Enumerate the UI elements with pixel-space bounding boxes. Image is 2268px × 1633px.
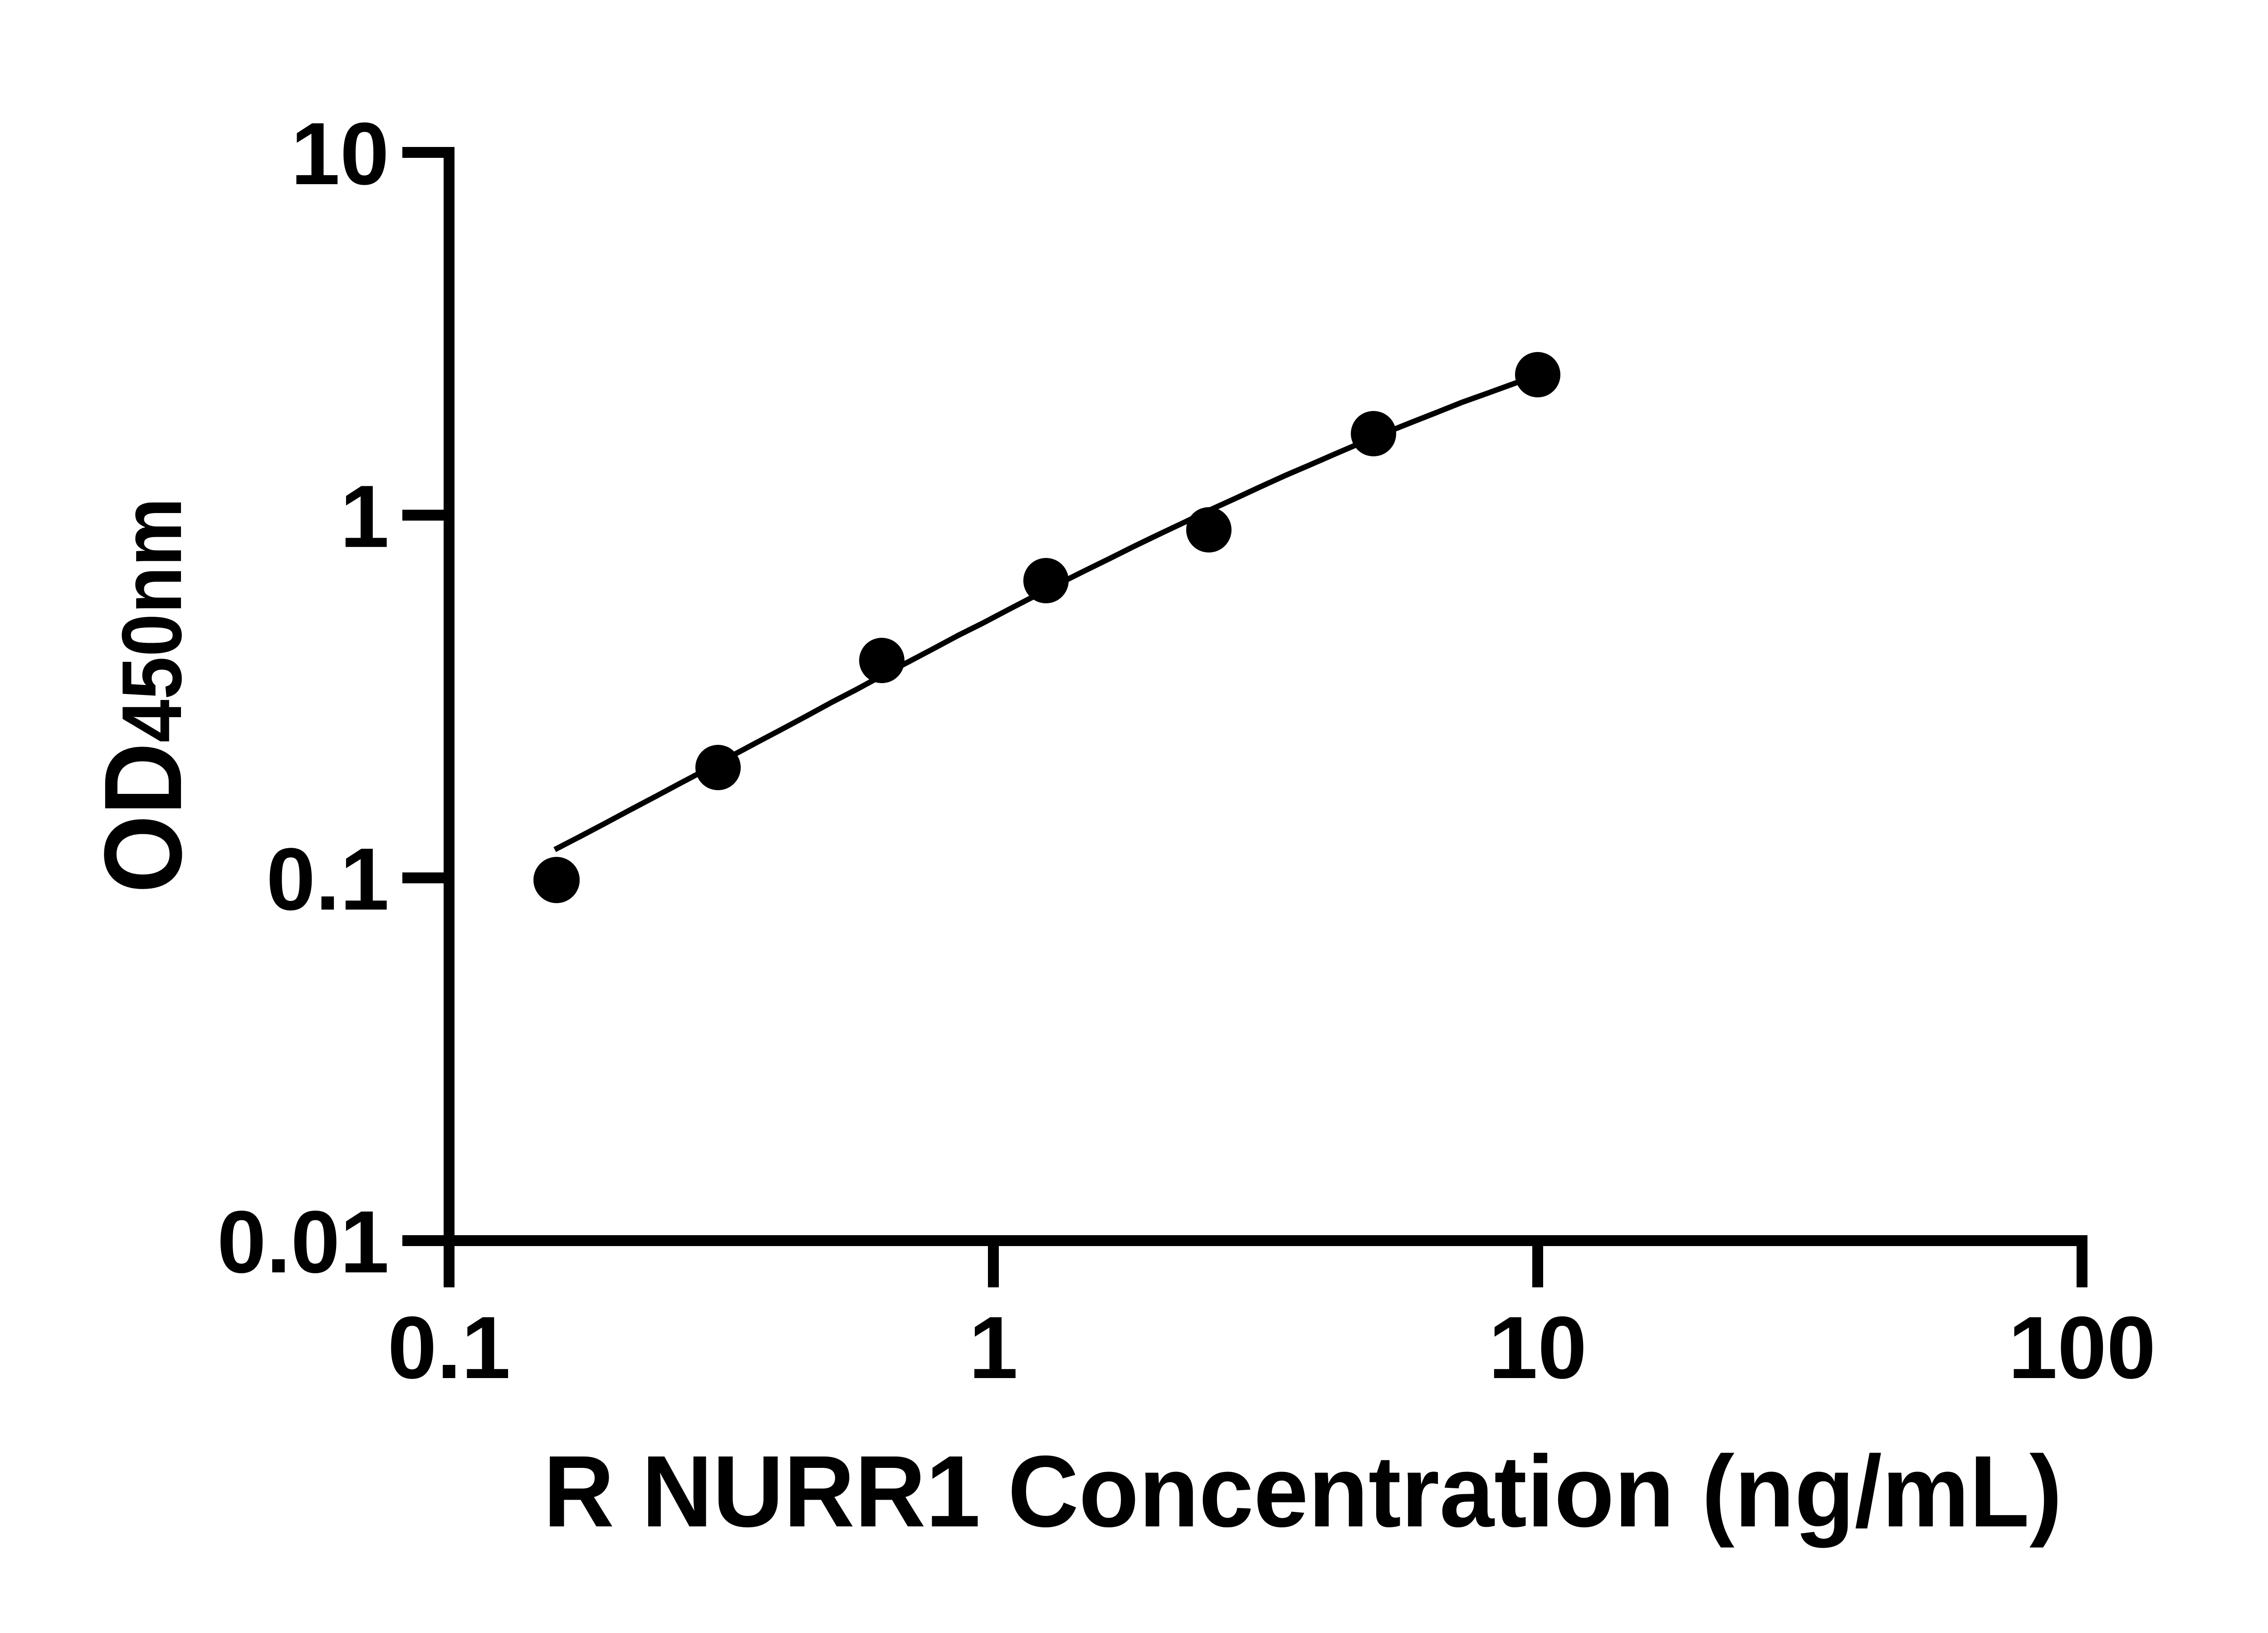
svg-text:R NURR1 Concentration (ng/mL): R NURR1 Concentration (ng/mL) — [543, 1434, 2063, 1548]
svg-text:1: 1 — [969, 1298, 1018, 1397]
svg-text:1: 1 — [340, 467, 389, 566]
svg-text:0.1: 0.1 — [266, 830, 389, 929]
svg-text:0.01: 0.01 — [217, 1193, 389, 1291]
svg-text:0.1: 0.1 — [387, 1298, 510, 1397]
svg-text:OD450nm: OD450nm — [82, 498, 205, 893]
svg-text:10: 10 — [1489, 1298, 1587, 1397]
svg-text:100: 100 — [2008, 1298, 2156, 1397]
svg-text:10: 10 — [291, 104, 389, 203]
